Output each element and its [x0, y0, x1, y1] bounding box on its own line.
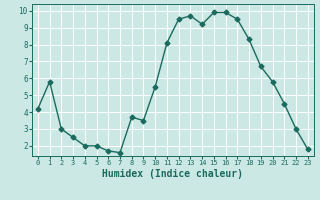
X-axis label: Humidex (Indice chaleur): Humidex (Indice chaleur) [102, 169, 243, 179]
